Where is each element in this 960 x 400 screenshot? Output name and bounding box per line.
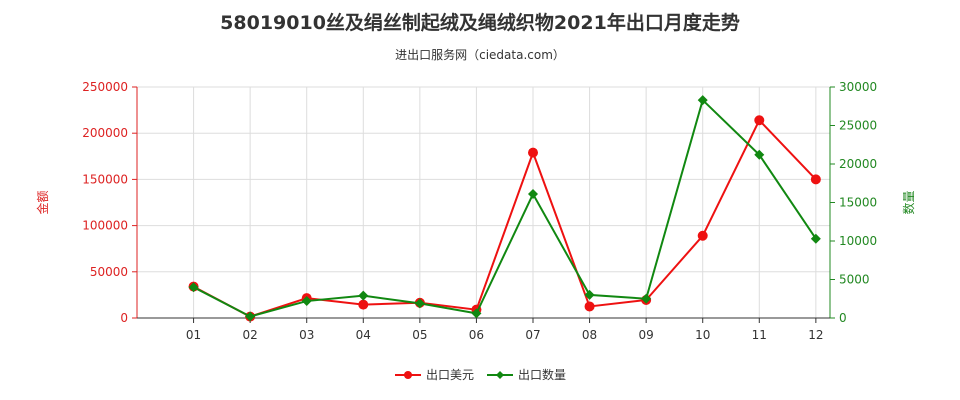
x-tick-label: 04	[356, 328, 371, 342]
x-tick-label: 08	[582, 328, 597, 342]
series-2-point	[641, 293, 652, 304]
chart-title: 58019010丝及绢丝制起绒及绳绒织物2021年出口月度走势	[220, 12, 740, 34]
legend-label-2: 出口数量	[518, 367, 566, 382]
series-1-point	[358, 299, 369, 310]
y-right-tick-label: 5000	[839, 273, 870, 287]
series-line-2	[193, 98, 817, 318]
x-tick-label: 02	[243, 328, 258, 342]
y-left-tick-label: 150000	[82, 172, 128, 186]
series-2-point	[471, 308, 482, 319]
y-right-tick-label: 25000	[839, 119, 877, 133]
series-2-point	[301, 296, 312, 307]
series-2-point	[358, 290, 369, 301]
series-2-point	[245, 311, 256, 322]
x-tick-label: 09	[639, 328, 654, 342]
y-left-tick-label: 250000	[82, 80, 128, 94]
y-left-tick-label: 50000	[90, 265, 128, 279]
y-right-axis-title: 数量	[901, 190, 916, 214]
x-tick-label: 07	[525, 328, 540, 342]
x-tick-label: 01	[186, 328, 201, 342]
chart-subtitle: 进出口服务网（ciedata.com）	[395, 48, 565, 62]
series-1-point	[754, 115, 765, 126]
y-right-tick-label: 20000	[839, 157, 877, 171]
legend-label-1: 出口美元	[426, 368, 474, 382]
y-left-tick-label: 0	[120, 311, 128, 325]
series-1-point	[584, 301, 595, 312]
series-2-point	[414, 298, 425, 309]
series-2-point	[754, 149, 765, 160]
series-2-point	[528, 189, 538, 200]
x-tick-label: 06	[469, 328, 484, 342]
y-left-axis-title: 金额	[35, 190, 50, 214]
x-tick-label: 03	[299, 328, 314, 342]
x-tick-label: 05	[412, 328, 427, 342]
y-left-tick-label: 200000	[82, 126, 128, 140]
x-tick-label: 12	[808, 328, 823, 342]
series-1-point	[810, 174, 821, 185]
y-right-tick-label: 15000	[839, 196, 877, 210]
y-right-tick-label: 10000	[839, 234, 877, 248]
x-tick-label: 11	[752, 328, 767, 342]
x-tick-label: 10	[695, 328, 710, 342]
series-line-1	[193, 118, 817, 318]
series-2-point	[810, 233, 821, 244]
y-right-tick-label: 0	[839, 311, 847, 325]
legend-swatch-marker-1	[404, 371, 412, 379]
series-2-point	[697, 95, 708, 106]
y-left-tick-label: 100000	[82, 219, 128, 233]
y-right-tick-label: 30000	[839, 80, 877, 94]
series-1-point	[697, 230, 708, 241]
legend-swatch-marker-2	[496, 371, 504, 379]
series-2-point	[584, 289, 595, 300]
series-1-point	[528, 147, 538, 158]
series-2-point	[188, 282, 199, 293]
